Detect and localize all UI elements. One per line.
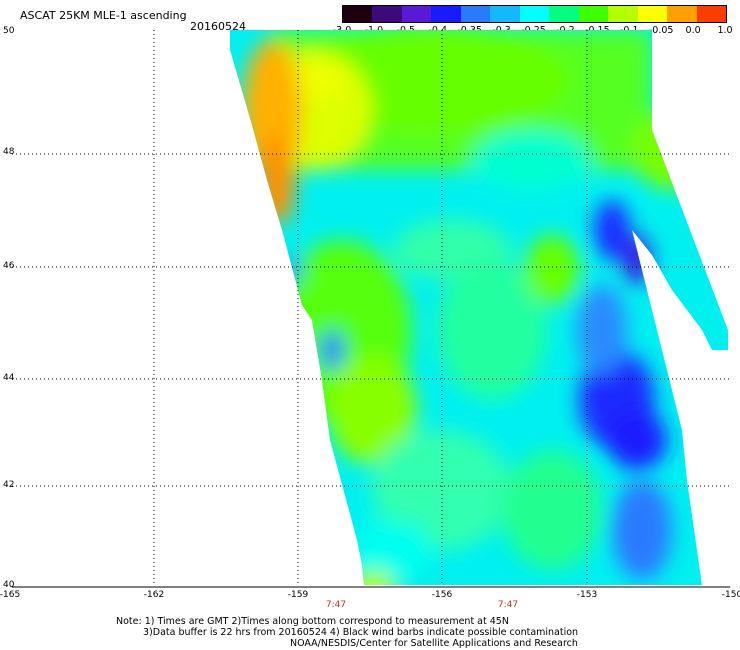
lon-label-162: -162 <box>143 590 165 600</box>
colorbar-segment <box>401 6 432 22</box>
colorbar-segment <box>696 6 727 22</box>
note-line-3: NOAA/NESDIS/Center for Satellite Applica… <box>290 638 578 649</box>
swath-field <box>230 30 728 585</box>
colorbar-segment <box>637 6 668 22</box>
colorbar-segment <box>372 6 403 22</box>
lat-label-46: 46 <box>3 261 15 271</box>
lon-label-153: -153 <box>576 590 598 600</box>
colorbar-label: 1.0 <box>717 25 733 36</box>
lon-label-165: -165 <box>0 590 21 600</box>
colorbar-segment <box>343 6 373 22</box>
note-line-2: 3)Data buffer is 22 hrs from 20160524 4)… <box>143 627 579 638</box>
map-title: ASCAT 25KM MLE-1 ascending <box>20 9 187 22</box>
lat-label-42: 42 <box>3 480 15 490</box>
lon-label-159: -159 <box>287 590 309 600</box>
colorbar-segment <box>490 6 521 22</box>
colorbar-segment <box>578 6 609 22</box>
time-label: 7:47 <box>325 600 347 610</box>
colorbar-segment <box>549 6 580 22</box>
colorbar-label: 0.0 <box>685 25 701 36</box>
lat-label-40: 40 <box>3 580 15 590</box>
time-label: 7:47 <box>497 600 519 610</box>
lon-label-150: -150 <box>721 590 740 600</box>
colorbar <box>342 5 727 23</box>
lat-label-50: 50 <box>3 26 15 36</box>
colorbar-segment <box>608 6 639 22</box>
colorbar-label: -0.05 <box>648 25 674 36</box>
lat-lon-grid <box>12 30 730 586</box>
colorbar-segment <box>519 6 550 22</box>
colorbar-segment <box>431 6 462 22</box>
colorbar-segment <box>667 6 698 22</box>
lat-label-48: 48 <box>3 147 15 157</box>
lon-label-156: -156 <box>431 590 453 600</box>
map-date: 20160524 <box>190 20 246 33</box>
wind-swath-map <box>12 30 730 588</box>
colorbar-segment <box>460 6 491 22</box>
lat-label-44: 44 <box>3 373 15 383</box>
note-line-1: Note: 1) Times are GMT 2)Times along bot… <box>116 616 509 627</box>
